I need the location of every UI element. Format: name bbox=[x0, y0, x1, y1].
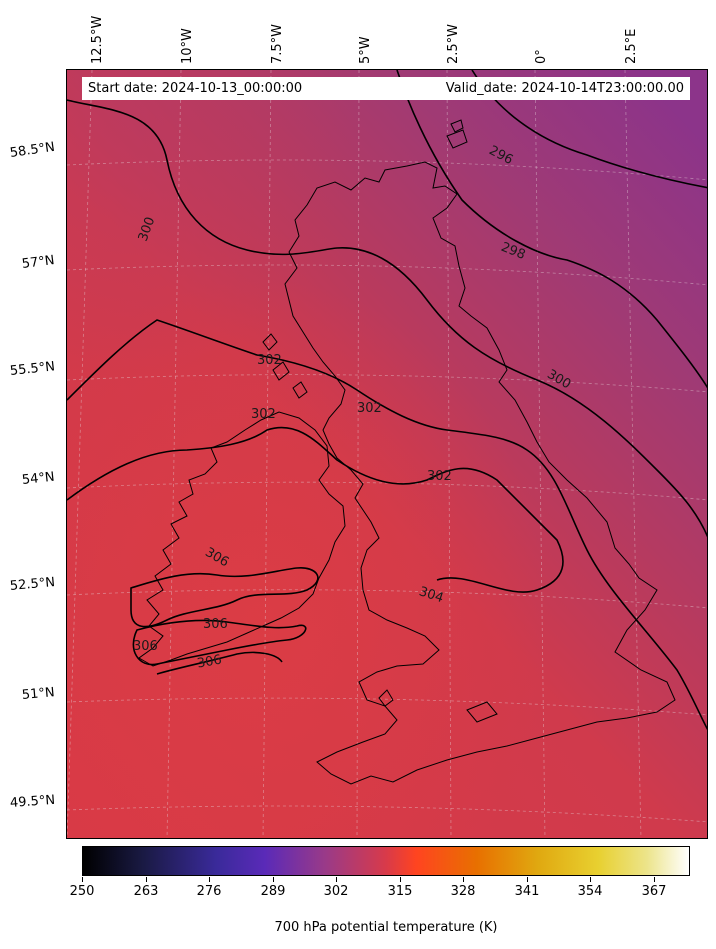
contour-label: 306 bbox=[133, 639, 158, 654]
lat-label-57n: 57°N bbox=[21, 253, 56, 272]
lon-label-7-5w: 7.5°W bbox=[270, 23, 285, 64]
colorbar-title: 700 hPa potential temperature (K) bbox=[274, 920, 498, 935]
lat-label-49-5n: 49.5°N bbox=[9, 792, 56, 811]
colorbar-tick-label: 289 bbox=[260, 884, 286, 899]
colorbar-tick-label: 276 bbox=[196, 884, 222, 899]
lon-label-12-5w: 12.5°W bbox=[90, 15, 105, 64]
colorbar-gradient bbox=[83, 847, 689, 875]
coastlines bbox=[138, 119, 676, 785]
contour-label: 302 bbox=[257, 353, 282, 368]
contours bbox=[67, 70, 707, 731]
contour-label: 302 bbox=[251, 407, 276, 422]
date-info-box: Start date: 2024-10-13_00:00:00 Valid_da… bbox=[82, 77, 690, 100]
colorbar-tick-label: 250 bbox=[69, 884, 95, 899]
colorbar-tick-label: 302 bbox=[323, 884, 349, 899]
contour-label: 306 bbox=[196, 653, 223, 672]
lon-label-2-5w: 2.5°W bbox=[446, 23, 461, 64]
contour-label: 302 bbox=[357, 401, 382, 416]
start-date-label: Start date: 2024-10-13_00:00:00 bbox=[88, 81, 303, 96]
lat-label-54n: 54°N bbox=[21, 469, 56, 488]
map-panel[interactable]: 296 298 300 300 302 302 302 302 304 306 … bbox=[66, 69, 708, 839]
lon-label-0: 0° bbox=[534, 49, 549, 64]
contour-label: 306 bbox=[203, 617, 228, 632]
colorbar-tick-label: 263 bbox=[133, 884, 159, 899]
lat-label-51n: 51°N bbox=[21, 685, 56, 703]
contour-label: 302 bbox=[427, 469, 452, 484]
valid-date-label: Valid_date: 2024-10-14T23:00:00.00 bbox=[445, 81, 684, 96]
colorbar-tick-label: 341 bbox=[514, 884, 540, 899]
lat-label-55-5n: 55.5°N bbox=[9, 359, 56, 379]
map-canvas: 296 298 300 300 302 302 302 302 304 306 … bbox=[67, 70, 707, 838]
colorbar-tick-label: 367 bbox=[641, 884, 667, 899]
lat-label-52-5n: 52.5°N bbox=[9, 575, 56, 594]
lon-label-2-5e: 2.5°E bbox=[624, 28, 639, 64]
colorbar bbox=[82, 846, 690, 876]
graticule bbox=[67, 70, 707, 838]
lat-label-58-5n: 58.5°N bbox=[8, 139, 56, 161]
colorbar-tick-label: 315 bbox=[387, 884, 413, 899]
colorbar-tick-label: 328 bbox=[450, 884, 476, 899]
colorbar-tick-label: 354 bbox=[577, 884, 603, 899]
contour-label: 304 bbox=[417, 584, 445, 606]
lon-label-5w: 5°W bbox=[358, 36, 373, 64]
lon-label-10w: 10°W bbox=[180, 28, 195, 64]
